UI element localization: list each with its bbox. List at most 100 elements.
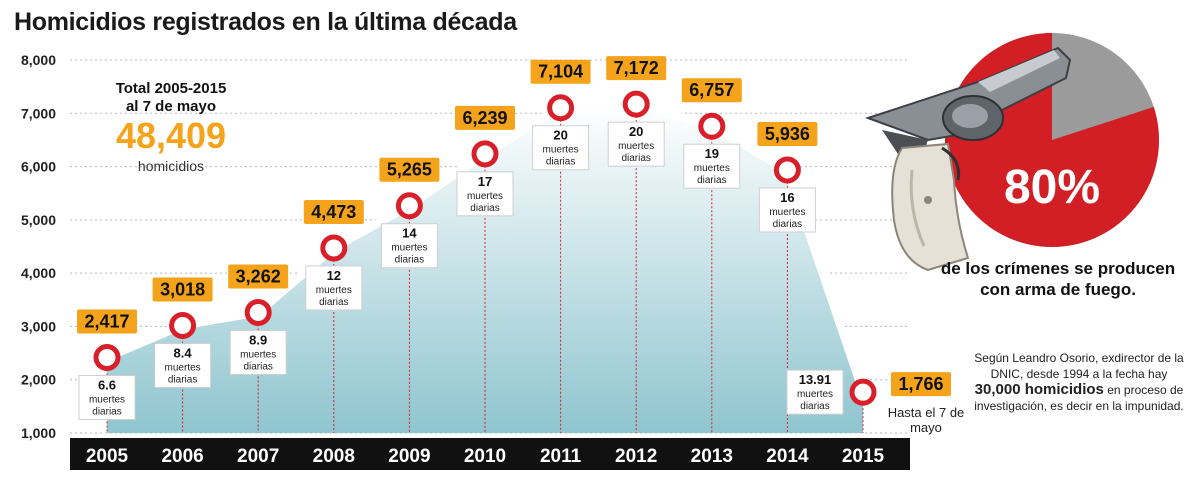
value-label-bg bbox=[891, 372, 951, 397]
daily-rate-labels: 6.6muertesdiarias8.4muertesdiarias8.9mue… bbox=[78, 121, 844, 420]
daily-rate-value: 19 bbox=[705, 146, 719, 161]
value-label-box: 3,262 bbox=[228, 264, 289, 289]
year-label: 2007 bbox=[237, 446, 279, 467]
daily-rate-unit: diarias bbox=[319, 297, 348, 308]
daily-rate-unit: muertes bbox=[240, 349, 276, 360]
daily-rate-unit: diarias bbox=[92, 406, 121, 417]
data-point-marker bbox=[547, 94, 575, 122]
value-label-box: 6,757 bbox=[681, 78, 742, 103]
daily-rate-value: 14 bbox=[402, 226, 417, 241]
daily-rate-unit: muertes bbox=[89, 394, 125, 405]
chart-title: Homicidios registrados en la última déca… bbox=[14, 8, 517, 36]
daily-rate-value: 6.6 bbox=[98, 377, 116, 392]
data-point-marker bbox=[395, 192, 423, 220]
year-label: 2011 bbox=[540, 446, 582, 467]
partial-year-note: Hasta el 7 de mayo bbox=[887, 405, 965, 435]
daily-rate-value: 20 bbox=[629, 124, 643, 139]
value-label-bg bbox=[77, 309, 137, 334]
year-label: 2006 bbox=[161, 446, 203, 467]
year-label: 2005 bbox=[86, 446, 129, 467]
daily-rate-bg bbox=[607, 121, 665, 167]
daily-rate-bg bbox=[786, 369, 844, 415]
year-label: 2008 bbox=[313, 446, 355, 467]
data-point-marker bbox=[471, 140, 499, 168]
year-label: 2015 bbox=[842, 446, 885, 467]
source-note: Según Leandro Osorio, exdirector de la D… bbox=[968, 350, 1190, 414]
value-label-box: 3,018 bbox=[152, 277, 213, 302]
total-unit: homicidios bbox=[137, 158, 205, 174]
data-point-marker bbox=[93, 343, 121, 371]
daily-rate-unit: diarias bbox=[621, 153, 650, 164]
y-tick-label: 3,000 bbox=[21, 318, 56, 334]
value-label: 6,239 bbox=[462, 108, 507, 128]
value-label-box: 1,766 bbox=[891, 372, 951, 397]
value-label: 5,936 bbox=[765, 124, 810, 144]
daily-rate-bg bbox=[78, 374, 136, 420]
daily-rate-unit: muertes bbox=[618, 141, 654, 152]
value-label-box: 7,104 bbox=[530, 59, 591, 84]
value-labels: 2,417 3,018 3,262 4,473 5,265 6,239 7,104 7,172… bbox=[77, 56, 951, 397]
note-text-before: Según Leandro Osorio, exdirector de la D… bbox=[974, 351, 1184, 381]
note-text-after: en proceso de investigación, es decir en… bbox=[974, 383, 1184, 413]
daily-rate-unit: muertes bbox=[694, 163, 730, 174]
daily-rate-unit: muertes bbox=[316, 285, 352, 296]
daily-rate-value: 12 bbox=[327, 268, 341, 283]
note-highlight: 30,000 homicidios bbox=[974, 381, 1104, 398]
value-label-box: 5,265 bbox=[379, 157, 440, 182]
year-label: 2014 bbox=[766, 446, 809, 467]
daily-rate-unit: diarias bbox=[168, 374, 197, 385]
data-point-marker bbox=[849, 378, 877, 406]
daily-rate-unit: muertes bbox=[797, 389, 833, 400]
value-label-bg bbox=[606, 56, 667, 81]
value-label-bg bbox=[228, 264, 289, 289]
area-fill-path bbox=[107, 104, 863, 433]
y-axis: 1,000 2,000 3,000 4,000 5,000 6,000 7,000 8,000 bbox=[21, 52, 56, 441]
daily-rate-bg bbox=[154, 342, 212, 388]
value-label: 5,265 bbox=[387, 160, 432, 180]
value-label-bg bbox=[303, 199, 364, 224]
value-label: 2,417 bbox=[84, 311, 129, 331]
daily-rate-value: 17 bbox=[478, 174, 492, 189]
value-label-bg bbox=[530, 59, 591, 84]
area-fill bbox=[107, 104, 863, 433]
daily-rate-value: 8.4 bbox=[174, 345, 193, 360]
daily-rate-bg bbox=[758, 187, 816, 233]
daily-rate-unit: diarias bbox=[243, 361, 272, 372]
daily-rate-bg bbox=[305, 265, 363, 311]
value-label-bg bbox=[757, 121, 818, 146]
y-tick-label: 2,000 bbox=[21, 372, 56, 388]
revolver-icon bbox=[864, 46, 1072, 272]
daily-rate-unit: muertes bbox=[391, 243, 427, 254]
daily-rate-unit: muertes bbox=[769, 207, 805, 218]
daily-rate-value: 16 bbox=[780, 190, 794, 205]
total-label: Total 2005-2015 bbox=[115, 80, 227, 97]
daily-rate-value: 8.9 bbox=[249, 332, 267, 347]
value-label-box: 2,417 bbox=[77, 309, 137, 334]
total-period: al 7 de mayo bbox=[125, 98, 217, 115]
y-tick-label: 6,000 bbox=[21, 159, 56, 175]
total-summary: Total 2005-2015 al 7 de mayo 48,409 homi… bbox=[86, 80, 256, 176]
value-label: 4,473 bbox=[311, 202, 356, 222]
y-tick-label: 4,000 bbox=[21, 265, 56, 281]
daily-rate-value: 20 bbox=[553, 128, 567, 143]
total-value: 48,409 bbox=[115, 115, 227, 156]
daily-rate-unit: diarias bbox=[470, 203, 499, 214]
pie-caption: de los crímenes se producen con arma de … bbox=[940, 259, 1176, 299]
y-tick-label: 7,000 bbox=[21, 105, 56, 121]
value-label: 3,262 bbox=[236, 266, 281, 286]
daily-rate-bg bbox=[456, 171, 514, 217]
daily-rate-bg bbox=[229, 329, 287, 375]
year-label: 2010 bbox=[464, 446, 506, 467]
daily-rate-unit: diarias bbox=[773, 219, 802, 230]
year-bar bbox=[70, 438, 910, 470]
daily-rate-value: 13.91 bbox=[799, 372, 832, 387]
data-point-marker bbox=[244, 298, 272, 326]
value-label: 3,018 bbox=[160, 279, 205, 299]
